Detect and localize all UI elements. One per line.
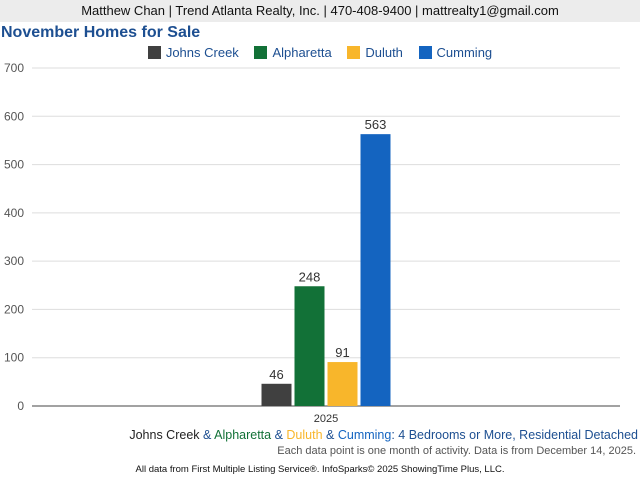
y-tick-label: 100 <box>4 351 24 365</box>
legend-label-duluth: Duluth <box>365 45 403 60</box>
legend-swatch-alpharetta <box>254 46 268 59</box>
data-label-johns-creek: 46 <box>269 367 283 382</box>
chart-legend: Johns Creek Alpharetta Duluth Cumming <box>0 45 640 60</box>
footer-label-duluth: Duluth <box>286 428 323 442</box>
agent-contact-bar: Matthew Chan | Trend Atlanta Realty, Inc… <box>0 0 640 22</box>
legend-item-alpharetta[interactable]: Alpharetta <box>254 45 332 60</box>
legend-label-cumming: Cumming <box>436 45 493 60</box>
y-tick-label: 300 <box>4 254 24 268</box>
bar-johns-creek <box>261 383 292 406</box>
bar-cumming <box>360 134 391 406</box>
x-tick-label: 2025 <box>314 413 338 425</box>
data-source: All data from First Multiple Listing Ser… <box>135 464 505 475</box>
y-tick-label: 600 <box>4 109 24 123</box>
chart-title: November Homes for Sale <box>1 24 201 41</box>
y-tick-label: 500 <box>4 158 24 172</box>
data-label-cumming: 563 <box>365 117 387 132</box>
bar-alpharetta <box>294 286 325 406</box>
bar-duluth <box>327 362 358 406</box>
data-label-alpharetta: 248 <box>299 269 321 284</box>
legend-item-johns-creek[interactable]: Johns Creek <box>147 45 239 60</box>
footer-label-cumming: Cumming <box>337 428 392 442</box>
footer-amp-2: & <box>271 428 287 442</box>
footer-label-alpharetta: Alpharetta <box>214 428 272 442</box>
y-tick-label: 400 <box>4 206 24 220</box>
chart-description: Johns Creek & Alpharetta & Duluth & Cumm… <box>129 428 638 442</box>
y-tick-label: 200 <box>4 302 24 316</box>
footer-amp-1: & <box>199 428 215 442</box>
y-tick-label: 0 <box>17 399 24 413</box>
y-tick-label: 700 <box>4 61 24 75</box>
legend-item-cumming[interactable]: Cumming <box>418 45 493 60</box>
legend-label-alpharetta: Alpharetta <box>272 45 332 60</box>
legend-item-duluth[interactable]: Duluth <box>347 45 403 60</box>
footer-amp-3: & <box>322 428 338 442</box>
footer-label-johns-creek: Johns Creek <box>129 428 200 442</box>
footer-suffix: : 4 Bedrooms or More, Residential Detach… <box>391 428 638 442</box>
legend-swatch-cumming <box>418 46 432 59</box>
legend-swatch-johns-creek <box>147 46 161 59</box>
legend-label-johns-creek: Johns Creek <box>165 45 239 60</box>
data-label-duluth: 91 <box>335 345 349 360</box>
legend-swatch-duluth <box>347 46 361 59</box>
data-note: Each data point is one month of activity… <box>277 445 636 457</box>
